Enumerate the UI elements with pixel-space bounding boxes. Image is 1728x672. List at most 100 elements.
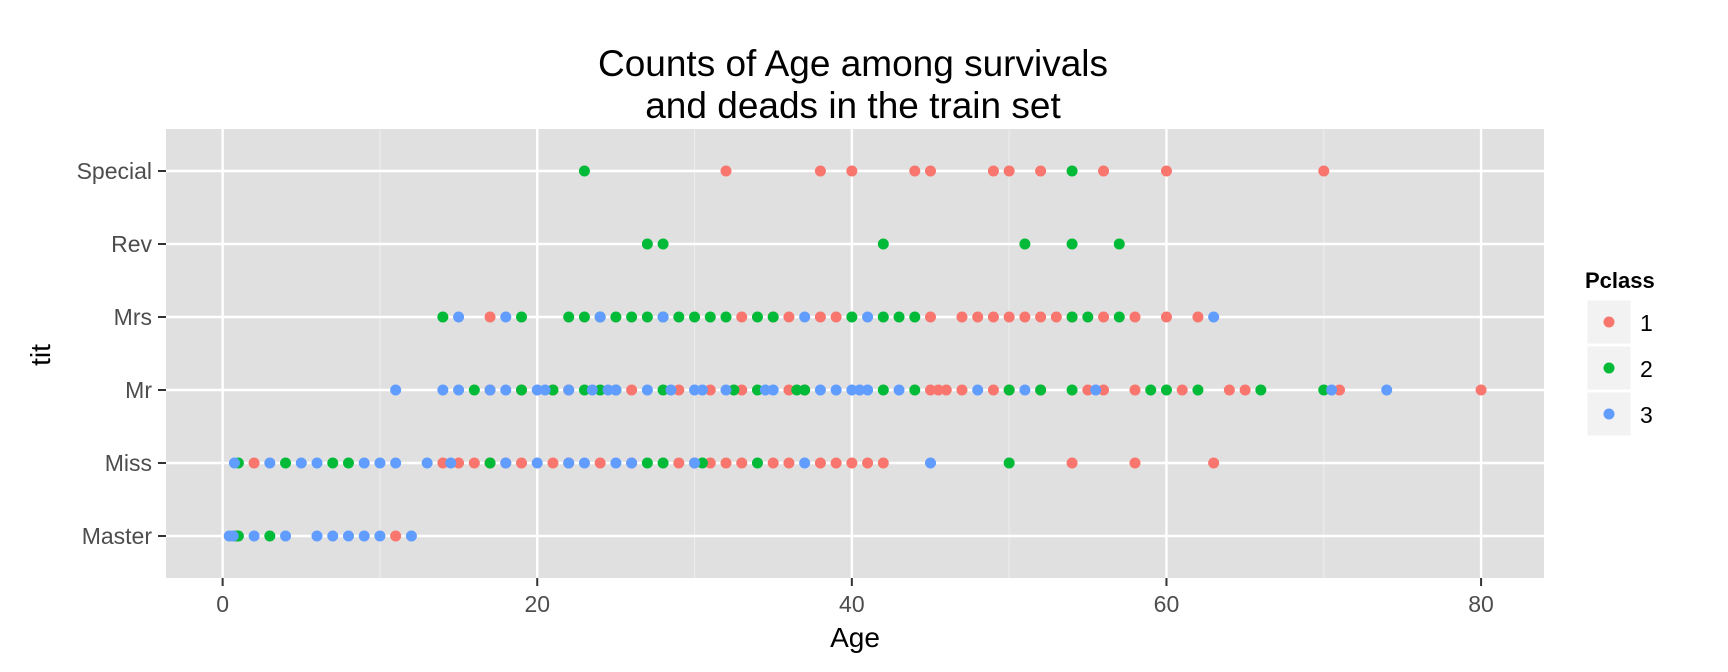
data-point-class-2 (1066, 238, 1078, 250)
data-point-class-1 (516, 457, 528, 469)
data-point-class-2 (578, 165, 590, 177)
data-point-class-2 (280, 457, 292, 469)
data-point-class-1 (673, 384, 685, 396)
data-point-class-2 (264, 530, 276, 542)
data-point-class-1 (830, 457, 842, 469)
data-point-class-2 (641, 311, 653, 323)
data-point-class-3 (1326, 384, 1338, 396)
data-point-class-1 (1223, 384, 1235, 396)
data-point-class-2 (1066, 311, 1078, 323)
data-point-class-1 (767, 457, 779, 469)
data-point-class-2 (1255, 384, 1267, 396)
data-point-class-3 (720, 384, 732, 396)
data-point-class-1 (1176, 384, 1188, 396)
data-point-class-2 (563, 311, 575, 323)
data-point-class-3 (689, 457, 701, 469)
data-point-class-1 (814, 165, 826, 177)
data-point-class-1 (1239, 384, 1251, 396)
data-point-class-2 (657, 238, 669, 250)
y-tick-label: Mr (125, 377, 152, 403)
data-point-class-3 (227, 530, 239, 542)
data-point-class-1 (1035, 311, 1047, 323)
data-point-class-1 (468, 457, 480, 469)
x-tick-label: 20 (524, 591, 550, 617)
data-point-class-3 (311, 457, 323, 469)
data-point-class-2 (437, 311, 449, 323)
data-point-class-3 (626, 457, 638, 469)
data-point-class-1 (1098, 165, 1110, 177)
data-point-class-1 (987, 384, 999, 396)
data-point-class-1 (1318, 165, 1330, 177)
data-point-class-3 (327, 530, 339, 542)
data-point-class-3 (594, 311, 606, 323)
y-tick-label: Master (82, 523, 153, 549)
data-point-class-3 (500, 384, 512, 396)
data-point-class-3 (390, 457, 402, 469)
data-point-class-1 (940, 384, 952, 396)
data-point-class-1 (704, 384, 716, 396)
data-point-class-3 (1208, 311, 1220, 323)
y-tick-label: Rev (111, 231, 152, 257)
data-point-class-2 (1003, 457, 1015, 469)
x-tick-label: 40 (839, 591, 865, 617)
data-point-class-2 (751, 384, 763, 396)
data-point-class-3 (689, 384, 701, 396)
data-point-class-1 (484, 311, 496, 323)
legend-title: Pclass (1585, 268, 1655, 293)
data-point-class-3 (484, 384, 496, 396)
data-point-class-2 (751, 311, 763, 323)
y-tick-label: Miss (105, 450, 152, 476)
data-point-class-2 (877, 238, 889, 250)
data-point-class-3 (814, 384, 826, 396)
data-point-class-3 (539, 384, 551, 396)
data-point-class-3 (437, 384, 449, 396)
data-point-class-3 (830, 384, 842, 396)
data-point-class-1 (594, 457, 606, 469)
data-point-class-2 (720, 311, 732, 323)
data-point-class-1 (846, 165, 858, 177)
data-point-class-3 (925, 457, 937, 469)
data-point-class-1 (783, 311, 795, 323)
data-point-class-3 (862, 384, 874, 396)
data-point-class-3 (610, 384, 622, 396)
data-point-class-3 (295, 457, 307, 469)
data-point-class-1 (736, 457, 748, 469)
data-point-class-2 (484, 457, 496, 469)
chart-title-line-1: Counts of Age among survivals (598, 43, 1108, 84)
data-point-class-1 (1035, 165, 1047, 177)
data-point-class-1 (736, 384, 748, 396)
data-point-class-1 (390, 530, 402, 542)
data-point-class-1 (1160, 165, 1172, 177)
data-point-class-1 (1098, 384, 1110, 396)
data-point-class-1 (972, 311, 984, 323)
y-tick-label: Special (77, 158, 152, 184)
data-point-class-3 (767, 384, 779, 396)
legend-marker-1 (1603, 316, 1615, 328)
data-point-class-1 (1050, 311, 1062, 323)
data-point-class-3 (563, 384, 575, 396)
data-point-class-1 (547, 457, 559, 469)
data-point-class-1 (626, 384, 638, 396)
data-point-class-1 (830, 311, 842, 323)
data-point-class-3 (500, 311, 512, 323)
legend-label-2: 2 (1640, 356, 1653, 382)
data-point-class-2 (1113, 311, 1125, 323)
data-point-class-2 (657, 457, 669, 469)
data-point-class-3 (280, 530, 292, 542)
data-point-class-2 (799, 384, 811, 396)
data-point-class-2 (877, 311, 889, 323)
data-point-class-1 (1003, 311, 1015, 323)
data-point-class-1 (720, 165, 732, 177)
data-point-class-2 (1066, 384, 1078, 396)
data-point-class-3 (799, 457, 811, 469)
data-point-class-1 (1003, 165, 1015, 177)
data-point-class-3 (893, 384, 905, 396)
data-point-class-1 (814, 457, 826, 469)
data-point-class-1 (1019, 311, 1031, 323)
x-tick-label: 80 (1468, 591, 1494, 617)
data-point-class-3 (264, 457, 276, 469)
data-point-class-1 (704, 457, 716, 469)
data-point-class-3 (610, 457, 622, 469)
data-point-class-2 (689, 311, 701, 323)
